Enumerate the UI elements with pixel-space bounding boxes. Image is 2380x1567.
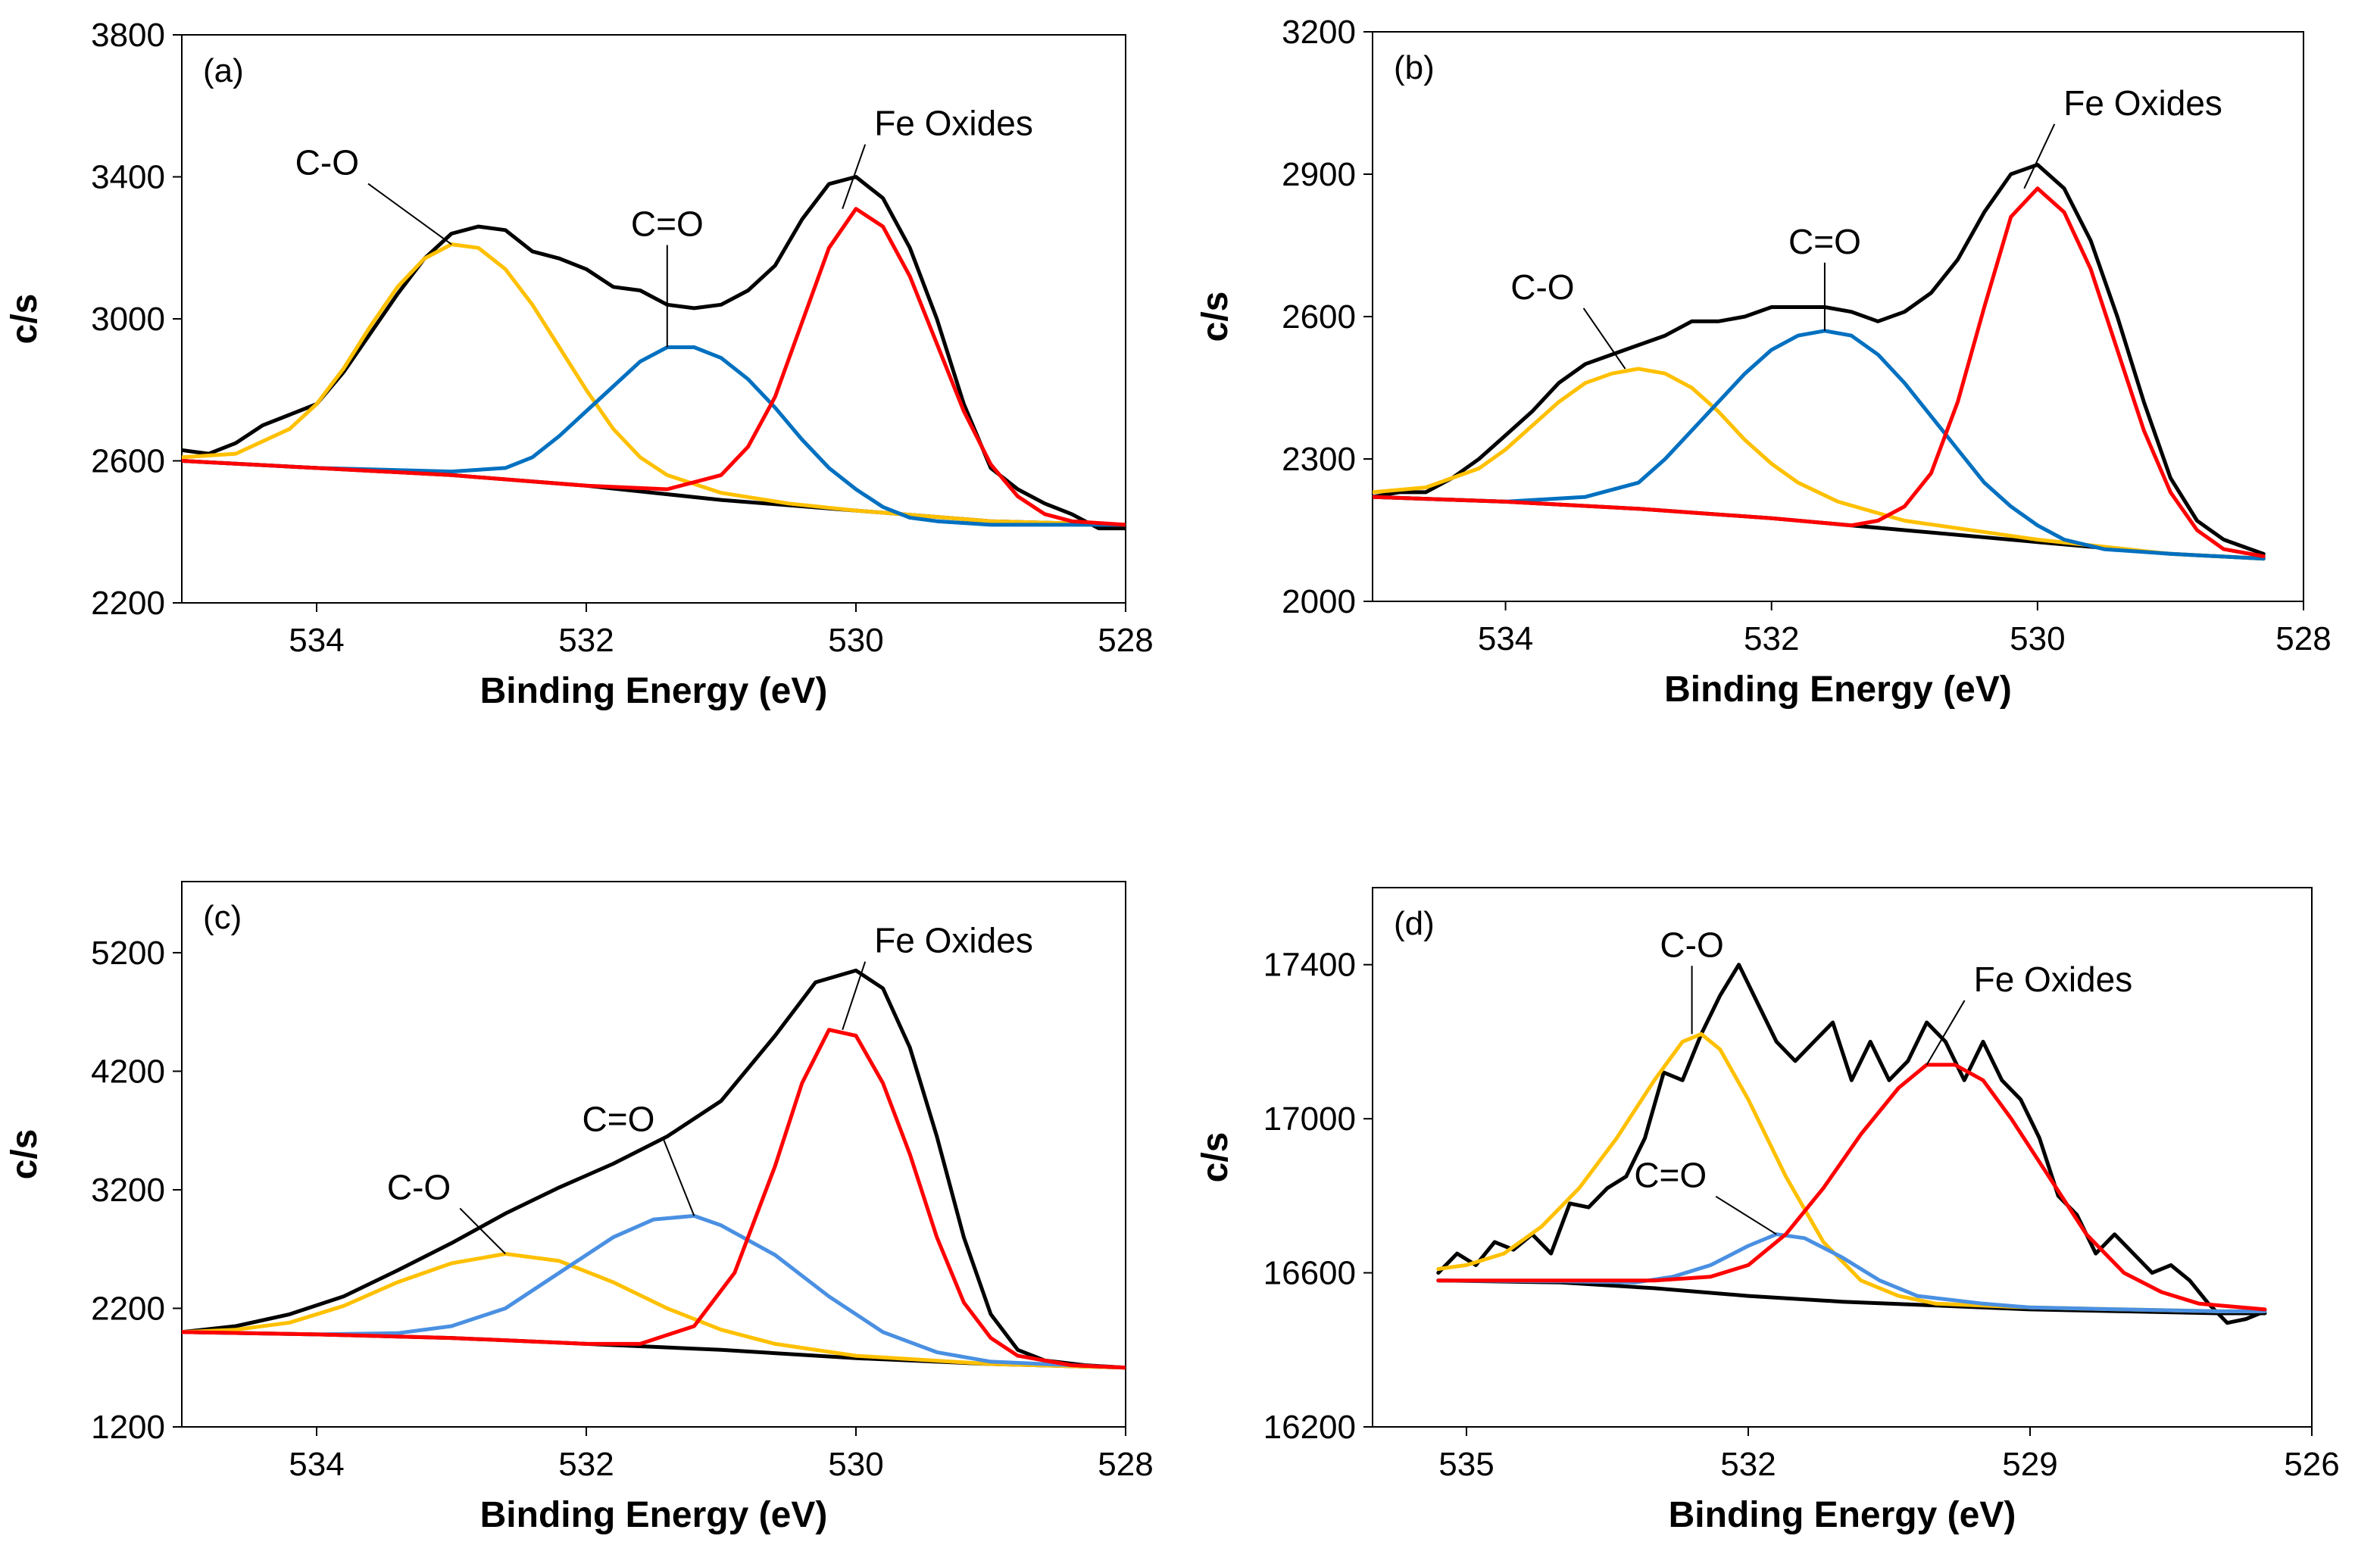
series-c-o-line — [1373, 367, 2266, 561]
x-tick-label: 528 — [2275, 620, 2331, 657]
annotation-leader-line — [842, 961, 867, 1030]
series-c-o-line — [182, 1213, 1126, 1370]
annotation-fe-oxides: Fe Oxides — [2063, 83, 2222, 123]
y-tick-label: 2300 — [1282, 441, 1356, 478]
y-tick-label: 2200 — [91, 1290, 165, 1327]
x-tick-label: 528 — [1098, 622, 1153, 659]
series-fe-oxides-line — [182, 1028, 1126, 1370]
y-tick-label: 16600 — [1263, 1255, 1356, 1292]
y-tick-label: 3200 — [1282, 14, 1356, 51]
series-group — [182, 968, 1126, 1370]
annotation-fe-oxides: Fe Oxides — [1974, 960, 2133, 999]
x-tick-label: 535 — [1438, 1446, 1494, 1483]
series-c-o-line — [1373, 329, 2266, 561]
x-tick-label: 532 — [558, 1446, 614, 1483]
x-tick-label: 534 — [289, 1446, 344, 1483]
annotation-leader-line — [2023, 123, 2056, 189]
annotation-leader-line — [1715, 1195, 1777, 1235]
panel-c: 534 532 530 528 1200 2200 3200 4200 5200 Binding … — [5, 881, 1154, 1535]
annotation-fe-oxides: Fe Oxides — [874, 921, 1033, 960]
x-tick-label: 534 — [1478, 620, 1533, 657]
y-tick-label: 3000 — [91, 301, 165, 338]
plot-area-frame — [181, 34, 1126, 604]
series-group — [1373, 163, 2266, 561]
x-tick-label: 532 — [1744, 620, 1799, 657]
panel-a: 534 532 530 528 2200 2600 3000 3400 3800 Binding … — [5, 17, 1154, 711]
y-tick-label: 2900 — [1282, 156, 1356, 193]
panel-label: (c) — [203, 899, 242, 936]
y-tick-label: 17000 — [1263, 1100, 1356, 1138]
panel-d: 535 532 529 526 16200 16600 17000 17400 Binding … — [1195, 887, 2340, 1535]
y-tick-label: 3200 — [91, 1172, 165, 1209]
y-tick-label: 2200 — [91, 585, 165, 622]
annotation-c-o: C=O — [1788, 222, 1861, 261]
x-tick-label: 532 — [1720, 1446, 1776, 1483]
y-axis-title: c/s — [1195, 292, 1235, 342]
x-tick-label: 530 — [828, 622, 883, 659]
annotation-c-o: C-O — [295, 143, 359, 183]
y-tick-label: 17400 — [1263, 947, 1356, 984]
y-tick-label: 1200 — [91, 1409, 165, 1446]
y-tick-label: 2000 — [1282, 583, 1356, 620]
panel-label: (a) — [203, 52, 244, 89]
series-envelope-line — [1436, 963, 2267, 1325]
annotation-c-o: C=O — [631, 204, 704, 244]
series-c-o-line — [182, 242, 1126, 527]
plot-area-frame — [1372, 887, 2313, 1428]
x-tick-label: 528 — [1098, 1446, 1153, 1483]
annotation-c-o: C-O — [1660, 925, 1723, 964]
x-axis-title: Binding Energy (eV) — [480, 1495, 828, 1535]
y-tick-label: 5200 — [91, 935, 165, 972]
x-tick-label: 526 — [2284, 1446, 2339, 1483]
series-c-o-line — [182, 345, 1126, 527]
series-fe-oxides-line — [182, 207, 1126, 527]
annotation-leader-line — [367, 183, 452, 245]
y-tick-label: 2600 — [1282, 298, 1356, 336]
y-tick-label: 3400 — [91, 159, 165, 196]
annotation-leader-line — [459, 1207, 506, 1255]
y-axis-title: c/s — [1195, 1132, 1235, 1183]
x-axis-title: Binding Energy (eV) — [1669, 1495, 2016, 1535]
x-tick-label: 532 — [558, 622, 614, 659]
annotation-leader-line — [1582, 307, 1626, 370]
panel-label: (b) — [1394, 49, 1435, 86]
series-fe-oxides-line — [1373, 186, 2266, 558]
series-c-o-line — [182, 1252, 1126, 1370]
annotation-leader-line — [663, 1140, 695, 1216]
y-tick-label: 4200 — [91, 1053, 165, 1090]
series-background-line — [1436, 1278, 2267, 1316]
annotation-leader-line — [842, 144, 867, 210]
y-tick-label: 2600 — [91, 443, 165, 480]
x-tick-label: 534 — [289, 622, 344, 659]
series-envelope-line — [182, 968, 1126, 1370]
annotation-c-o: C=O — [583, 1099, 655, 1138]
annotation-fe-oxides: Fe Oxides — [874, 104, 1033, 143]
x-tick-label: 530 — [2010, 620, 2065, 657]
x-tick-label: 530 — [828, 1446, 883, 1483]
series-group — [182, 175, 1126, 531]
x-tick-label: 529 — [2002, 1446, 2057, 1483]
y-tick-label: 16200 — [1263, 1409, 1356, 1446]
annotation-leader-line — [1926, 1000, 1966, 1066]
x-axis-title: Binding Energy (eV) — [480, 671, 828, 711]
x-axis-title: Binding Energy (eV) — [1664, 670, 2012, 710]
y-axis-title: c/s — [5, 1129, 45, 1180]
panel-label: (d) — [1394, 905, 1435, 942]
annotation-c-o: C=O — [1634, 1156, 1707, 1195]
annotation-c-o: C-O — [1510, 267, 1574, 307]
y-tick-label: 3800 — [91, 17, 165, 54]
y-axis-title: c/s — [5, 294, 45, 345]
panel-b: 534 532 530 528 2000 2300 2600 2900 3200 Binding … — [1195, 14, 2332, 710]
annotation-c-o: C-O — [387, 1167, 451, 1206]
